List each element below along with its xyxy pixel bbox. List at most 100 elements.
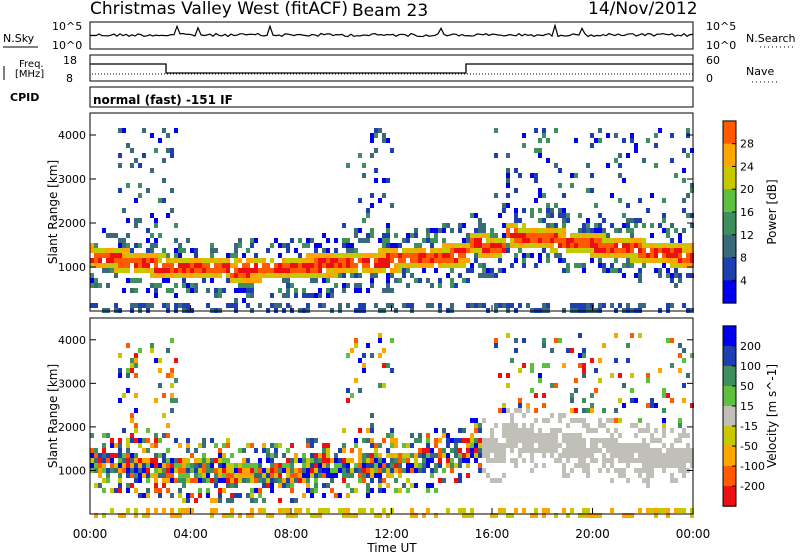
- heatmap-cell: [450, 253, 454, 258]
- heatmap-cell: [198, 478, 202, 483]
- heatmap-cell: [550, 348, 554, 353]
- heatmap-cell: [126, 448, 130, 453]
- heatmap-cell: [226, 273, 230, 278]
- heatmap-cell: [330, 263, 334, 268]
- heatmap-cell: [206, 263, 210, 268]
- heatmap-cell: [302, 273, 306, 278]
- heatmap-cell: [130, 463, 134, 468]
- heatmap-cell: [298, 508, 302, 513]
- heatmap-cell: [342, 223, 346, 228]
- heatmap-cell: [110, 258, 114, 263]
- heatmap-cell: [482, 418, 486, 423]
- heatmap-cell: [518, 398, 522, 403]
- heatmap-cell: [686, 433, 690, 438]
- heatmap-cell: [646, 483, 650, 488]
- heatmap-cell: [170, 463, 174, 468]
- heatmap-cell: [430, 253, 434, 258]
- heatmap-cell: [614, 468, 618, 473]
- heatmap-cell: [314, 438, 318, 443]
- heatmap-cell: [282, 508, 286, 513]
- heatmap-cell: [366, 343, 370, 348]
- heatmap-cell: [334, 468, 338, 473]
- heatmap-cell: [562, 233, 566, 238]
- cpid-panel: CPID normal (fast) -151 IF: [10, 86, 694, 108]
- heatmap-cell: [550, 443, 554, 448]
- freq-tick-top: 18: [63, 54, 77, 67]
- heatmap-cell: [294, 288, 298, 293]
- heatmap-cell: [318, 453, 322, 458]
- heatmap-cell: [210, 278, 214, 283]
- heatmap-cell: [418, 448, 422, 453]
- heatmap-cell: [570, 248, 574, 253]
- heatmap-cell: [242, 283, 246, 288]
- heatmap-cell: [410, 233, 414, 238]
- heatmap-cell: [562, 508, 566, 513]
- heatmap-cell: [246, 443, 250, 448]
- heatmap-cell: [370, 443, 374, 448]
- heatmap-cell: [210, 478, 214, 483]
- heatmap-cell: [650, 438, 654, 443]
- heatmap-cell: [538, 238, 542, 243]
- heatmap-cell: [494, 458, 498, 463]
- heatmap-cell: [394, 438, 398, 443]
- heatmap-cell: [122, 513, 126, 518]
- heatmap-cell: [622, 223, 626, 228]
- heatmap-cell: [402, 483, 406, 488]
- heatmap-cell: [190, 273, 194, 278]
- heatmap-cell: [94, 243, 98, 248]
- heatmap-cell: [170, 188, 174, 193]
- heatmap-cell: [198, 273, 202, 278]
- heatmap-cell: [682, 348, 686, 353]
- heatmap-cell: [454, 478, 458, 483]
- heatmap-cell: [310, 488, 314, 493]
- heatmap-cell: [474, 438, 478, 443]
- heatmap-cell: [530, 388, 534, 393]
- heatmap-cell: [630, 443, 634, 448]
- heatmap-cell: [318, 473, 322, 478]
- heatmap-cell: [134, 473, 138, 478]
- heatmap-cell: [178, 273, 182, 278]
- heatmap-cell: [142, 128, 146, 133]
- heatmap-cell: [650, 403, 654, 408]
- heatmap-cell: [314, 263, 318, 268]
- heatmap-cell: [582, 268, 586, 273]
- heatmap-cell: [366, 473, 370, 478]
- heatmap-cell: [174, 293, 178, 298]
- heatmap-cell: [638, 243, 642, 248]
- heatmap-cell: [582, 373, 586, 378]
- heatmap-cell: [126, 368, 130, 373]
- heatmap-cell: [134, 253, 138, 258]
- heatmap-cell: [154, 293, 158, 298]
- heatmap-cell: [602, 438, 606, 443]
- heatmap-cell: [558, 208, 562, 213]
- colorbar-segment: [723, 189, 736, 213]
- heatmap-cell: [250, 488, 254, 493]
- heatmap-cell: [530, 513, 534, 518]
- heatmap-cell: [266, 268, 270, 273]
- heatmap-cell: [554, 448, 558, 453]
- heatmap-cell: [590, 438, 594, 443]
- heatmap-cell: [522, 143, 526, 148]
- heatmap-cell: [550, 448, 554, 453]
- heatmap-cell: [546, 433, 550, 438]
- heatmap-cell: [434, 428, 438, 433]
- heatmap-cell: [442, 433, 446, 438]
- heatmap-cell: [622, 253, 626, 258]
- heatmap-cell: [418, 243, 422, 248]
- heatmap-cell: [118, 368, 122, 373]
- heatmap-cell: [190, 453, 194, 458]
- heatmap-cell: [310, 463, 314, 468]
- heatmap-cell: [118, 443, 122, 448]
- heatmap-cell: [634, 433, 638, 438]
- heatmap-cell: [182, 248, 186, 253]
- heatmap-cell: [582, 508, 586, 513]
- heatmap-cell: [454, 438, 458, 443]
- heatmap-cell: [142, 263, 146, 268]
- heatmap-cell: [690, 213, 694, 218]
- heatmap-cell: [362, 163, 366, 168]
- heatmap-cell: [642, 263, 646, 268]
- heatmap-cell: [434, 233, 438, 238]
- heatmap-cell: [130, 483, 134, 488]
- heatmap-cell: [134, 423, 138, 428]
